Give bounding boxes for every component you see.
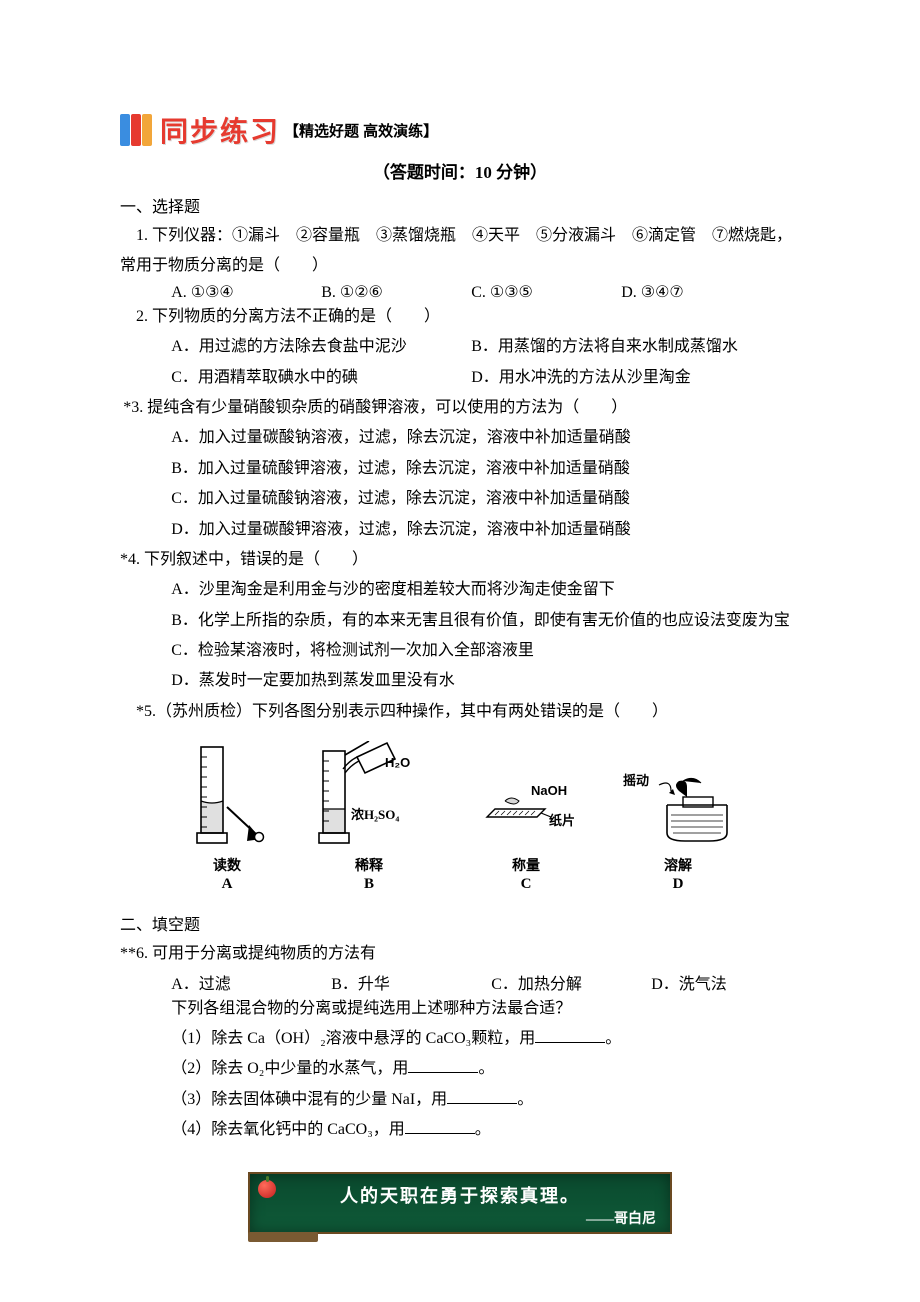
- q6-sub4: （4）除去氧化钙中的 CaCO₃，用。: [120, 1115, 800, 1145]
- footer-quote-block: 人的天职在勇于探索真理。 ——哥白尼: [120, 1172, 800, 1239]
- fig-a-letter: A: [222, 876, 233, 893]
- q1-d: D. ③④⑦: [621, 282, 771, 302]
- section-2-heading: 二、填空题: [120, 911, 800, 935]
- section-1-heading: 一、选择题: [120, 193, 800, 217]
- q4-b: B．化学上所指的杂质，有的本来无害且很有价值，即使有害无价值的也应设法变废为宝: [120, 612, 790, 629]
- fig-d-letter: D: [673, 876, 684, 893]
- fig-c-letter: C: [521, 876, 532, 893]
- svg-text:纸片: 纸片: [549, 813, 575, 828]
- fig-a-caption: 读数: [213, 855, 241, 875]
- q1-b: B. ①②⑥: [321, 282, 471, 302]
- q1-c: C. ①③⑤: [471, 282, 621, 302]
- quote-text: 人的天职在勇于探索真理。: [250, 1182, 670, 1208]
- q1-stem: 1. 下列仪器：①漏斗 ②容量瓶 ③蒸馏烧瓶 ④天平 ⑤分液漏斗 ⑥滴定管 ⑦燃…: [120, 221, 800, 282]
- fig-b-caption: 稀释: [355, 855, 383, 875]
- q6-d: D．洗气法: [651, 970, 811, 994]
- q4-a: A．沙里淘金是利用金与沙的密度相差较大而将沙淘走使金留下: [120, 575, 800, 605]
- q3-b: B．加入过量硫酸钾溶液，过滤，除去沉淀，溶液中补加适量硝酸: [120, 454, 800, 484]
- q6-sub3: （3）除去固体碘中混有的少量 NaI，用。: [120, 1085, 800, 1115]
- chalkboard: 人的天职在勇于探索真理。 ——哥白尼: [248, 1172, 672, 1234]
- quote-author: ——哥白尼: [586, 1208, 656, 1228]
- q3-a: A．加入过量碳酸钠溶液，过滤，除去沉淀，溶液中补加适量硝酸: [120, 423, 800, 453]
- blank-2[interactable]: [408, 1056, 478, 1073]
- exercise-banner: 同步练习 【精选好题 高效演练】: [120, 110, 800, 150]
- q6-c: C．加热分解: [491, 970, 651, 994]
- q2-b: B．用蒸馏的方法将自来水制成蒸馏水: [471, 332, 738, 362]
- fig-b: H₂O 浓H₂SO₄ 稀释 B: [309, 741, 429, 893]
- q1-options: A. ①③④ B. ①②⑥ C. ①③⑤ D. ③④⑦: [120, 282, 800, 302]
- q6-sub1: （1）除去 Ca（OH）₂溶液中悬浮的 CaCO₃颗粒，用。: [120, 1024, 800, 1054]
- q6-a: A．过滤: [171, 970, 331, 994]
- q5-figures: 读数 A: [120, 741, 800, 893]
- svg-text:浓H₂SO₄: 浓H₂SO₄: [351, 807, 399, 822]
- fig-b-letter: B: [364, 876, 374, 893]
- q2-row1: A．用过滤的方法除去食盐中泥沙 B．用蒸馏的方法将自来水制成蒸馏水: [120, 332, 800, 362]
- q4-c: C．检验某溶液时，将检测试剂一次加入全部溶液里: [120, 636, 800, 666]
- q2-d: D．用水冲洗的方法从沙里淘金: [471, 363, 691, 393]
- q6-prompt: 下列各组混合物的分离或提纯选用上述哪种方法最合适？: [120, 994, 800, 1024]
- q6-options: A．过滤 B．升华 C．加热分解 D．洗气法: [120, 970, 800, 994]
- svg-text:H₂O: H₂O: [385, 755, 410, 770]
- q2-c: C．用酒精萃取碘水中的碘: [171, 363, 471, 393]
- svg-text:摇动: 摇动: [623, 773, 649, 788]
- q5-stem: *5.（苏州质检）下列各图分别表示四种操作，其中有两处错误的是（ ）: [120, 697, 800, 727]
- q2-row2: C．用酒精萃取碘水中的碘 D．用水冲洗的方法从沙里淘金: [120, 363, 800, 393]
- fig-d-caption: 溶解: [664, 855, 692, 875]
- q4-d: D．蒸发时一定要加热到蒸发皿里没有水: [120, 666, 800, 696]
- q3-d: D．加入过量碳酸钾溶液，过滤，除去沉淀，溶液中补加适量硝酸: [120, 515, 800, 545]
- q6-b: B．升华: [331, 970, 491, 994]
- blank-4[interactable]: [405, 1117, 475, 1134]
- q3-c: C．加入过量硫酸钠溶液，过滤，除去沉淀，溶液中补加适量硝酸: [120, 484, 800, 514]
- banner-title: 同步练习: [160, 110, 280, 150]
- books-icon: [120, 114, 152, 146]
- q2-a: A．用过滤的方法除去食盐中泥沙: [171, 332, 471, 362]
- time-limit: （答题时间：10 分钟）: [120, 158, 800, 183]
- chalk-tray-icon: [248, 1232, 318, 1242]
- fig-c: NaOH 纸片 称量 C: [471, 781, 581, 893]
- fig-c-caption: 称量: [512, 855, 540, 875]
- q6-stem: **6. 可用于分离或提纯物质的方法有: [120, 939, 800, 969]
- banner-subtitle: 【精选好题 高效演练】: [284, 120, 438, 141]
- fig-a: 读数 A: [187, 741, 267, 893]
- q6-sub2: （2）除去 O₂中少量的水蒸气，用。: [120, 1054, 800, 1084]
- q3-stem: *3. 提纯含有少量硝酸钡杂质的硝酸钾溶液，可以使用的方法为（ ）: [120, 393, 800, 423]
- blank-1[interactable]: [535, 1026, 605, 1043]
- q2-stem: 2. 下列物质的分离方法不正确的是（ ）: [120, 302, 800, 332]
- fig-d: 摇动 溶解 D: [623, 771, 733, 893]
- blank-3[interactable]: [447, 1087, 517, 1104]
- q4-stem: *4. 下列叙述中，错误的是（ ）: [120, 545, 800, 575]
- svg-text:NaOH: NaOH: [531, 783, 567, 798]
- q1-a: A. ①③④: [171, 282, 321, 302]
